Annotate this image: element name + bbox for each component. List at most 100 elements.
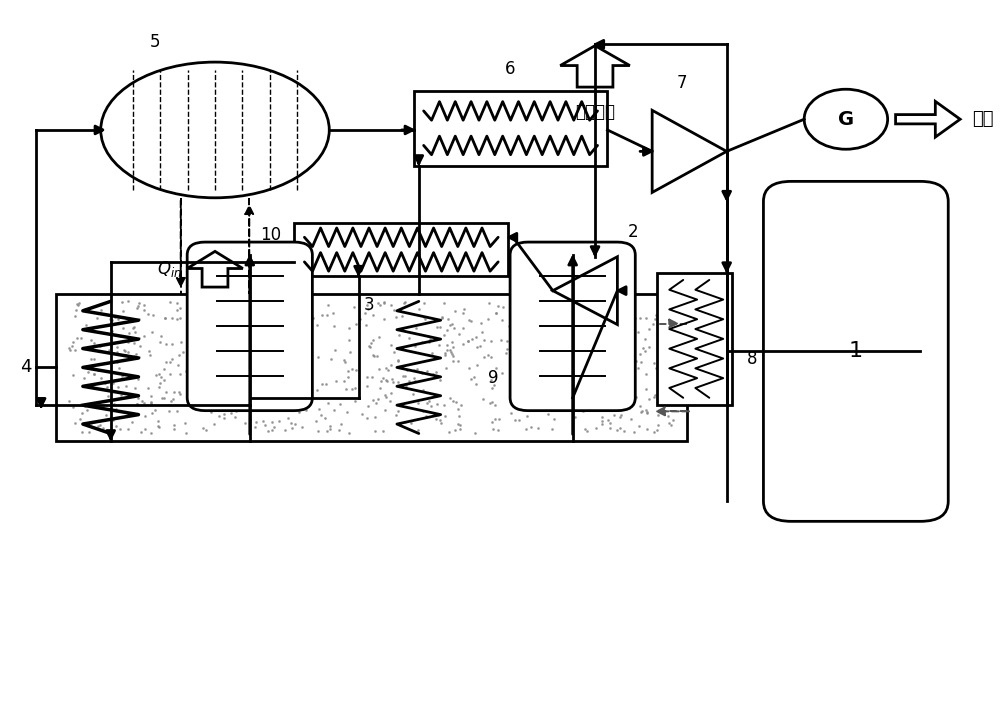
Point [581, 315, 597, 327]
Point [540, 309, 556, 320]
Point [480, 313, 496, 325]
Point [258, 369, 274, 381]
Point [600, 302, 616, 313]
Point [494, 368, 510, 379]
Point [254, 333, 270, 344]
Point [74, 343, 90, 354]
Point [663, 419, 679, 430]
Point [342, 347, 358, 358]
Point [606, 336, 622, 348]
Point [136, 331, 152, 342]
Point [558, 392, 574, 404]
Point [285, 382, 301, 394]
Point [344, 363, 360, 374]
Point [639, 423, 655, 435]
Point [383, 340, 399, 351]
Point [637, 333, 653, 344]
Point [67, 310, 83, 322]
Point [442, 344, 458, 356]
Point [198, 394, 214, 405]
Point [544, 423, 560, 435]
Point [112, 331, 128, 342]
Point [203, 305, 219, 317]
Point [633, 407, 649, 418]
Point [428, 414, 444, 425]
Point [363, 338, 379, 349]
Point [327, 344, 343, 356]
Point [630, 362, 646, 374]
Point [347, 396, 363, 407]
Point [150, 419, 166, 431]
Point [369, 351, 385, 362]
Text: 5: 5 [150, 34, 161, 52]
Point [331, 424, 347, 435]
Point [359, 380, 375, 391]
Point [443, 346, 459, 358]
Point [460, 336, 476, 347]
Point [594, 364, 610, 375]
Point [263, 311, 279, 323]
Point [626, 385, 642, 397]
Point [86, 416, 102, 427]
Point [456, 303, 472, 315]
Point [650, 419, 666, 430]
Point [505, 305, 521, 317]
Point [657, 376, 673, 388]
Point [151, 422, 167, 433]
Point [367, 411, 383, 422]
Point [109, 356, 125, 368]
Bar [414, 90, 607, 166]
Point [90, 364, 106, 376]
Point [617, 386, 633, 397]
Point [574, 325, 590, 336]
Point [254, 364, 270, 375]
Point [116, 344, 132, 356]
Point [660, 410, 676, 422]
Point [551, 334, 567, 346]
Point [81, 427, 97, 438]
Point [340, 371, 356, 383]
Point [252, 310, 268, 321]
Point [419, 397, 435, 409]
Point [115, 322, 131, 333]
Point [667, 397, 683, 409]
Point [99, 381, 115, 393]
Point [368, 398, 384, 409]
Point [69, 298, 85, 310]
Point [233, 297, 249, 308]
Point [210, 310, 226, 321]
Point [380, 364, 396, 376]
Point [109, 346, 125, 358]
Point [109, 342, 125, 353]
Point [528, 299, 544, 310]
Point [602, 404, 618, 416]
Point [563, 385, 579, 397]
Point [529, 339, 545, 351]
FancyBboxPatch shape [763, 181, 948, 521]
Point [115, 312, 131, 323]
Point [371, 364, 387, 375]
Point [509, 355, 525, 366]
Point [184, 316, 200, 328]
Point [287, 334, 303, 346]
Point [305, 313, 321, 324]
Point [514, 353, 530, 364]
Point [284, 316, 300, 328]
Point [444, 348, 460, 359]
Point [624, 360, 640, 371]
Point [528, 376, 544, 388]
Bar [657, 272, 732, 405]
Bar [56, 294, 687, 441]
Point [93, 372, 109, 384]
Point [391, 330, 407, 341]
Point [332, 399, 348, 410]
Point [97, 414, 113, 425]
Point [206, 377, 222, 389]
Point [227, 412, 243, 423]
Point [517, 388, 533, 399]
Point [92, 341, 108, 352]
Point [507, 414, 523, 426]
Point [566, 342, 582, 353]
Point [228, 406, 244, 417]
Point [375, 373, 391, 384]
